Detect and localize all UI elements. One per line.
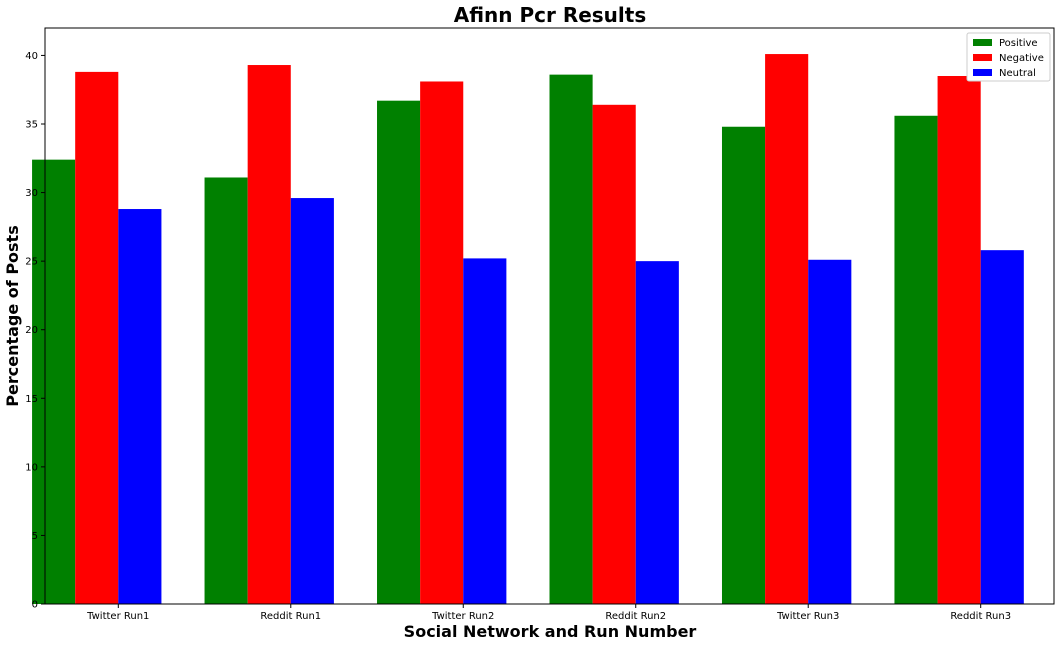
bar-negative-1 (247, 65, 291, 605)
y-tick-label: 30 (25, 188, 38, 199)
bar-positive-3 (549, 74, 593, 605)
y-tick-label: 5 (32, 531, 38, 542)
x-tick-label: Twitter Run3 (776, 611, 839, 622)
legend-label-neutral: Neutral (999, 68, 1036, 79)
bar-negative-0 (75, 71, 119, 604)
y-tick-label: 20 (25, 325, 38, 336)
bar-negative-4 (765, 54, 809, 605)
chart-title: Afinn Pcr Results (454, 3, 647, 27)
bar-neutral-0 (118, 209, 162, 604)
bar-neutral-3 (635, 261, 679, 604)
y-tick-label: 0 (32, 600, 38, 611)
x-tick-label: Reddit Run1 (260, 611, 321, 622)
bar-positive-4 (721, 126, 766, 604)
y-tick-label: 10 (25, 462, 38, 473)
x-tick-label: Reddit Run3 (950, 611, 1011, 622)
y-tick-label: 25 (25, 257, 38, 268)
bar-negative-3 (592, 104, 636, 605)
x-tick-label: Reddit Run2 (605, 611, 666, 622)
plot-frame (44, 27, 1055, 605)
legend-swatch-negative (973, 54, 992, 61)
y-axis-label: Percentage of Posts (3, 225, 22, 406)
bar-positive-0 (32, 159, 76, 604)
legend-swatch-neutral (973, 69, 992, 76)
x-tick-label: Twitter Run1 (86, 611, 149, 622)
bar-neutral-4 (808, 259, 852, 604)
legend: Positive Negative Neutral (966, 32, 1051, 82)
bar-neutral-1 (290, 198, 334, 605)
y-tick-label: 40 (25, 51, 38, 62)
bars-layer (32, 54, 1024, 605)
y-tick-label: 35 (25, 120, 38, 131)
x-axis: Twitter Run1 Reddit Run1 Twitter Run2 Reddi… (86, 604, 1011, 622)
x-axis-label: Social Network and Run Number (404, 622, 697, 641)
bar-negative-5 (937, 76, 981, 604)
x-tick-label: Twitter Run2 (431, 611, 494, 622)
bar-positive-5 (894, 115, 938, 605)
legend-label-positive: Positive (999, 38, 1038, 49)
bar-positive-1 (204, 177, 248, 604)
bar-negative-2 (420, 81, 464, 604)
legend-label-negative: Negative (999, 53, 1044, 64)
bar-neutral-2 (463, 258, 507, 604)
bar-neutral-5 (980, 250, 1024, 604)
y-tick-label: 15 (25, 394, 38, 405)
legend-swatch-positive (973, 39, 992, 46)
bar-positive-2 (377, 100, 421, 604)
y-axis: 0 5 10 15 20 25 30 35 40 (25, 51, 45, 611)
